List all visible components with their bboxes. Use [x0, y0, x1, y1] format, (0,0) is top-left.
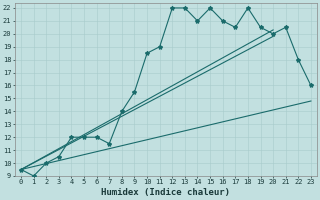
X-axis label: Humidex (Indice chaleur): Humidex (Indice chaleur)	[101, 188, 230, 197]
